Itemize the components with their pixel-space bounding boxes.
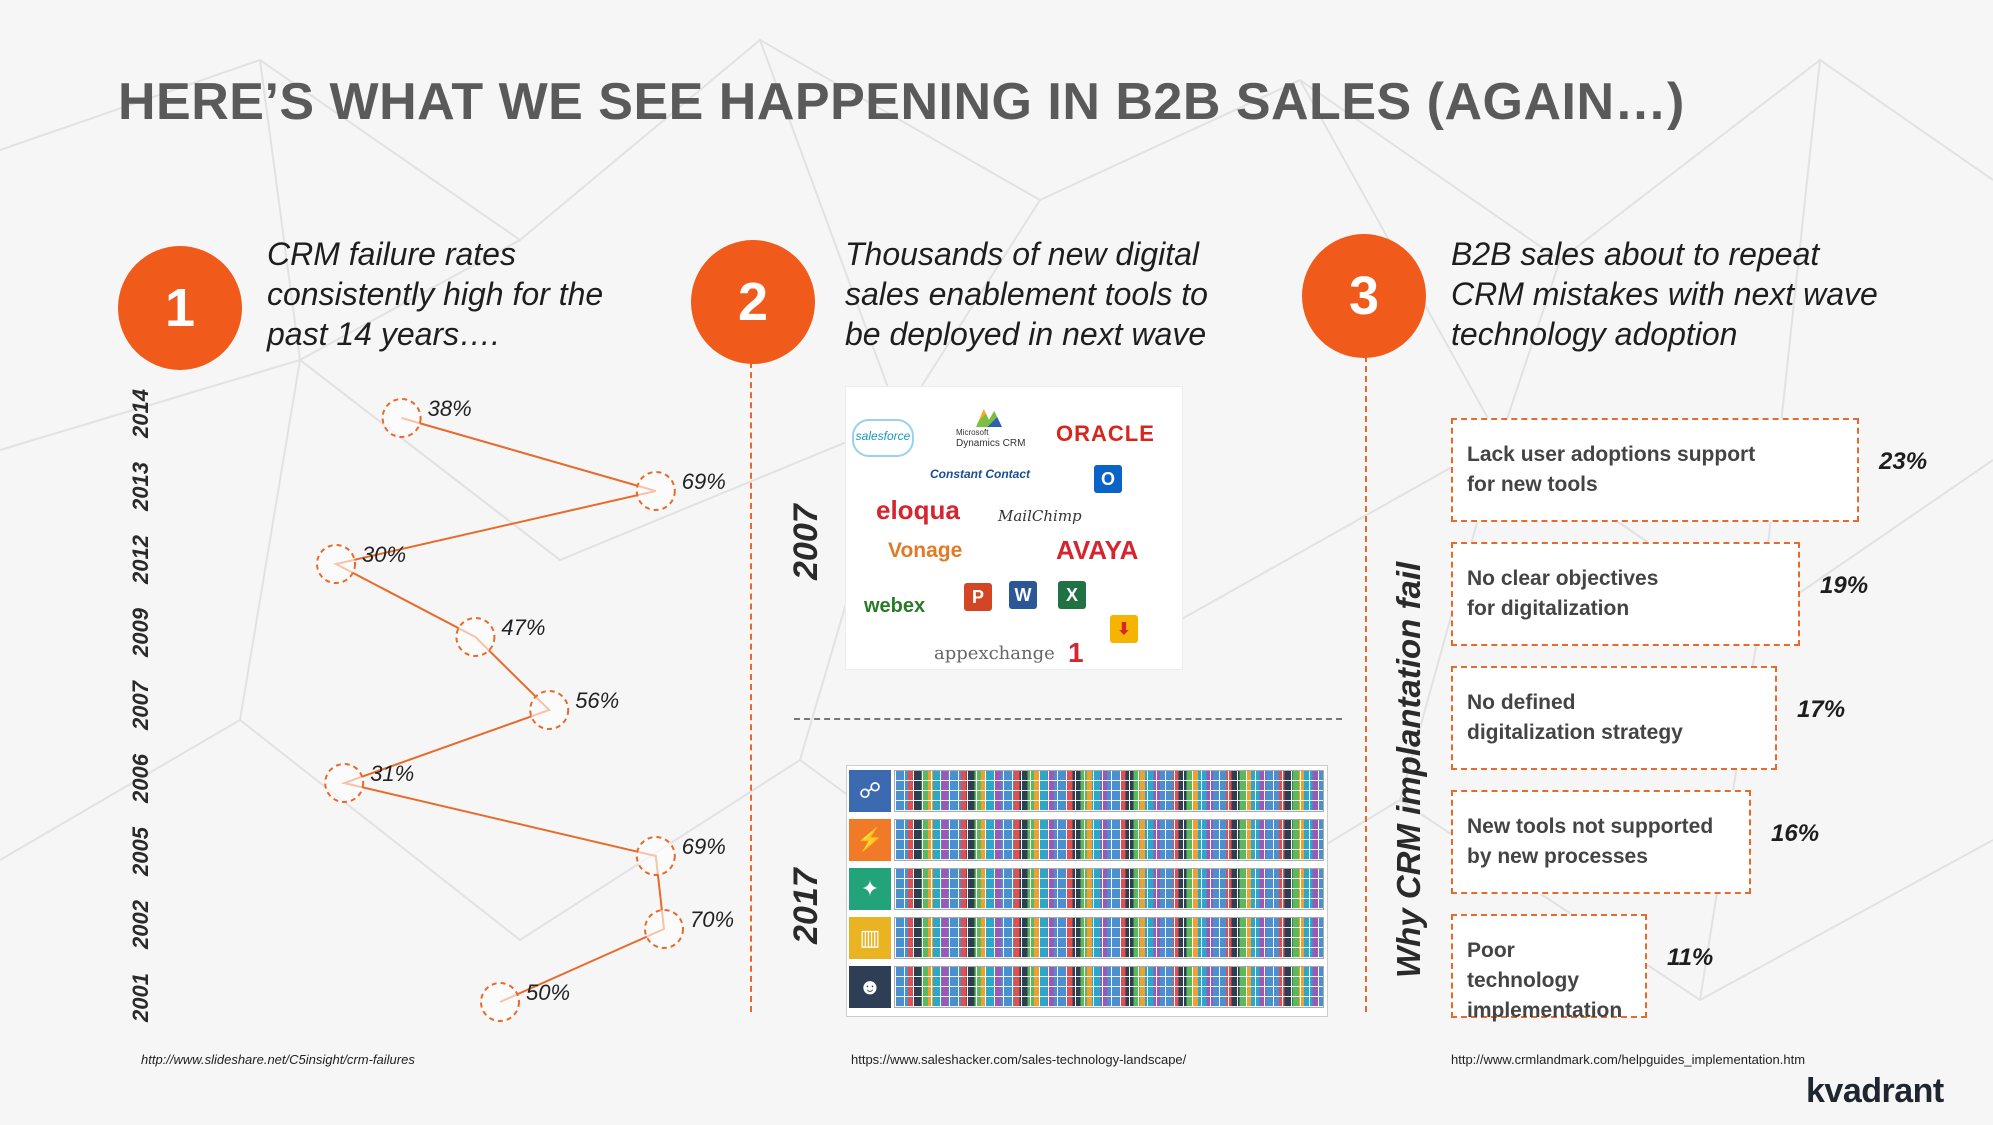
- oracle-logo: ORACLE: [1056, 421, 1155, 446]
- avaya-logo: AVAYA: [1056, 535, 1139, 565]
- reason-percentage: 23%: [1879, 448, 1928, 475]
- step-number: 1: [164, 278, 196, 338]
- data-point: [455, 617, 496, 657]
- data-point: [316, 544, 356, 584]
- eloqua-logo: eloqua: [876, 495, 960, 525]
- data-point: [635, 836, 676, 876]
- step-1-heading: CRM failure rates consistently high for …: [267, 236, 604, 352]
- dynamics-small-label: Microsoft: [956, 428, 989, 437]
- dynamics-label: Dynamics CRM: [956, 438, 1026, 449]
- powerpoint-icon: P: [964, 583, 992, 611]
- data-label: 69%: [682, 834, 726, 859]
- people-icon: ☻: [849, 966, 891, 1008]
- data-label: 31%: [370, 761, 414, 786]
- landscape-row-productivity: ⚡: [847, 817, 1327, 863]
- step-1-circle: 1: [118, 246, 242, 370]
- step-2-circle: 2: [691, 240, 815, 364]
- data-label: 30%: [362, 542, 406, 567]
- analytics-icon: ▥: [849, 917, 891, 959]
- why-crm-fail-label: Why CRM implantation fail: [1390, 561, 1427, 978]
- salesforce-logo: salesforce: [852, 419, 914, 457]
- step-3-circle: 3: [1302, 234, 1426, 358]
- landscape-tiles: [894, 868, 1324, 910]
- landscape-tiles: [894, 770, 1324, 812]
- divider-2007-2017: [794, 718, 1342, 720]
- data-point: [529, 690, 570, 730]
- data-label: 69%: [682, 469, 726, 494]
- sales-intelligence-icon: ✦: [849, 868, 891, 910]
- step-3-heading: B2B sales about to repeat CRM mistakes w…: [1451, 236, 1878, 352]
- divider-1: [750, 362, 752, 1012]
- data-point: [381, 398, 422, 438]
- reason-box: No clear objectives for digitalization: [1451, 542, 1800, 646]
- landscape-tiles: [894, 966, 1324, 1008]
- divider-2: [1365, 356, 1367, 1012]
- step-number: 3: [1348, 266, 1380, 326]
- vonage-logo: Vonage: [888, 539, 963, 562]
- mailchimp-logo: MailChimp: [998, 507, 1082, 525]
- productivity-icon: ⚡: [849, 819, 891, 861]
- landscape-tiles: [894, 917, 1324, 959]
- legacy-tools-logos: salesforce Microsoft Dynamics CRM ORACLE…: [845, 386, 1183, 670]
- download-icon: ⬇: [1110, 615, 1138, 643]
- powerpoint-letter: P: [971, 586, 984, 607]
- data-point: [644, 909, 684, 949]
- data-label: 38%: [428, 396, 472, 421]
- appexchange-logo: appexchange: [934, 643, 1055, 664]
- outlook-icon: O: [1094, 465, 1122, 493]
- dynamics-crm-logo: Microsoft Dynamics CRM: [956, 409, 1025, 449]
- excel-letter: X: [1065, 584, 1078, 605]
- reason-box: Lack user adoptions support for new tool…: [1451, 418, 1859, 522]
- reason-box: New tools not supported by new processes: [1451, 790, 1751, 894]
- reason-percentage: 11%: [1667, 944, 1714, 971]
- step-number: 2: [737, 272, 769, 332]
- step-2-heading: Thousands of new digital sales enablemen…: [845, 236, 1208, 352]
- source-link-3[interactable]: http://www.crmlandmark.com/helpguides_im…: [1451, 1052, 1806, 1067]
- data-point: [480, 982, 520, 1022]
- word-letter: W: [1014, 584, 1032, 605]
- reason-percentage: 16%: [1771, 820, 1820, 847]
- data-label: 70%: [690, 907, 734, 932]
- source-link-1[interactable]: http://www.slideshare.net/C5insight/crm-…: [141, 1052, 415, 1067]
- landscape-row-intelligence: ✦: [847, 866, 1327, 912]
- landscape-row-engagement: ☍: [847, 768, 1327, 814]
- data-label: 56%: [575, 688, 619, 713]
- outlook-letter: O: [1100, 468, 1115, 489]
- webex-logo: webex: [864, 595, 926, 617]
- reason-box: Poor technology implementation: [1451, 914, 1647, 1022]
- landscape-row-analytics: ▥: [847, 915, 1327, 961]
- word-icon: W: [1009, 581, 1037, 609]
- data-point: [324, 763, 365, 803]
- landscape-tiles: [894, 819, 1324, 861]
- data-point: [635, 471, 676, 511]
- engagement-icon: ☍: [849, 770, 891, 812]
- excel-icon: X: [1058, 581, 1086, 609]
- reason-percentage: 17%: [1797, 696, 1846, 723]
- kvadrant-logo: kvadrant: [1806, 1072, 1944, 1110]
- one-logo-icon: 1: [1068, 637, 1084, 668]
- data-label: 47%: [501, 615, 545, 640]
- source-link-2[interactable]: https://www.saleshacker.com/sales-techno…: [851, 1052, 1187, 1067]
- year-2007-label: 2007: [787, 504, 825, 580]
- year-2017-label: 2017: [787, 868, 825, 944]
- page-title: HERE’S WHAT WE SEE HAPPENING IN B2B SALE…: [118, 73, 1685, 131]
- landscape-row-people: ☻: [847, 964, 1327, 1010]
- data-label: 50%: [526, 980, 570, 1005]
- reason-percentage: 19%: [1820, 572, 1869, 599]
- sales-tech-landscape: ☍ ⚡ ✦ ▥ ☻: [846, 765, 1328, 1017]
- constant-contact-logo: Constant Contact: [930, 467, 1030, 481]
- reason-box: No defined digitalization strategy: [1451, 666, 1777, 770]
